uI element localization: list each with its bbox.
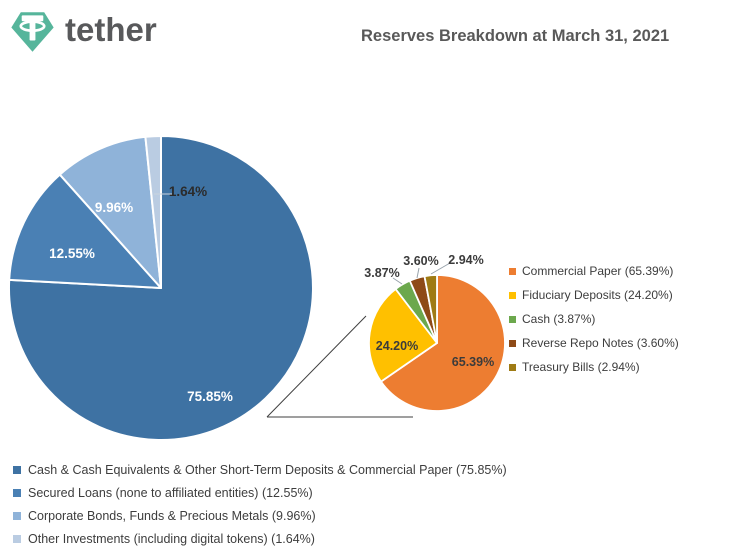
label-leader-line: [416, 267, 420, 279]
detail-pie-legend: Commercial Paper (65.39%) Fiduciary Depos…: [509, 259, 679, 379]
data-label-fiduciary-deposits: 24.20%: [376, 339, 418, 353]
legend-label: Cash (3.87%): [522, 312, 596, 326]
tether-t-bar: [21, 15, 44, 22]
data-label-treasury-bills: 2.94%: [448, 253, 483, 267]
pie-cash-equivalents-detail: 65.39% 24.20% 3.87% 3.60% 2.94%: [364, 253, 506, 412]
legend-label: Fiduciary Deposits (24.20%): [522, 288, 673, 302]
legend-swatch: [509, 291, 516, 299]
tether-brand: tether: [10, 9, 157, 55]
label-leader-line: [392, 277, 403, 285]
pie-reserves-main: 75.85% 12.55% 9.96% 1.64%: [7, 134, 314, 441]
pie-slice-other-investments-including-digital-tokens: [144, 134, 162, 289]
data-label-corporate-bonds-funds-precious-metals: 9.96%: [95, 200, 133, 215]
callout-line: [266, 315, 367, 418]
data-label-other-investments-including-digital-tokens: 1.64%: [169, 184, 207, 199]
legend-swatch: [509, 363, 516, 371]
legend-label: Reverse Repo Notes (3.60%): [522, 336, 679, 350]
legend-label: Corporate Bonds, Funds & Precious Metals…: [28, 508, 316, 523]
pie-slice-fiduciary-deposits: [368, 288, 438, 383]
pie-slice-cash-cash-equivalents-other-short-term-deposits-commercial-paper: [7, 135, 314, 441]
pie-slice-secured-loans-none-to-affiliated-entities: [8, 173, 162, 289]
chart-title: Reserves Breakdown at March 31, 2021: [361, 27, 670, 45]
legend-swatch: [509, 267, 516, 275]
data-label-secured-loans-none-to-affiliated-entities: 12.55%: [49, 246, 95, 261]
legend-label: Cash & Cash Equivalents & Other Short-Te…: [28, 462, 507, 477]
brand-name: tether: [65, 10, 157, 48]
legend-swatch: [13, 488, 21, 497]
data-label-commercial-paper: 65.39%: [452, 355, 494, 369]
pie-slice-commercial-paper: [380, 274, 506, 412]
legend-item-reverse-repo-notes: Reverse Repo Notes (3.60%): [509, 331, 679, 355]
legend-swatch: [13, 465, 21, 474]
tether-logo-icon: [11, 12, 54, 52]
legend-item-other-investments-including-digital-tokens: Other Investments (including digital tok…: [13, 527, 507, 550]
legend-item-cash: Cash (3.87%): [509, 307, 679, 331]
legend-item-fiduciary-deposits: Fiduciary Deposits (24.20%): [509, 283, 679, 307]
legend-item-secured-loans-none-to-affiliated-entities: Secured Loans (none to affiliated entiti…: [13, 481, 507, 504]
legend-item-corporate-bonds-funds-precious-metals: Corporate Bonds, Funds & Precious Metals…: [13, 504, 507, 527]
legend-swatch: [509, 315, 516, 323]
legend-item-commercial-paper: Commercial Paper (65.39%): [509, 259, 679, 283]
main-pie-legend: Cash & Cash Equivalents & Other Short-Te…: [13, 458, 507, 550]
legend-swatch: [509, 339, 516, 347]
legend-label: Other Investments (including digital tok…: [28, 531, 315, 546]
tether-t-stem: [29, 16, 36, 41]
legend-item-cash-cash-equivalents-other-short-term-deposits-commercial-paper: Cash & Cash Equivalents & Other Short-Te…: [13, 458, 507, 481]
pie-slice-treasury-bills: [423, 274, 438, 344]
legend-swatch: [13, 511, 21, 520]
legend-label: Secured Loans (none to affiliated entiti…: [28, 485, 313, 500]
legend-item-treasury-bills: Treasury Bills (2.94%): [509, 355, 679, 379]
data-label-reverse-repo-notes: 3.60%: [403, 254, 438, 268]
data-label-cash-cash-equivalents-other-short-term-deposits-commercial-paper: 75.85%: [187, 389, 233, 404]
data-label-cash: 3.87%: [364, 266, 399, 280]
legend-label: Treasury Bills (2.94%): [522, 360, 640, 374]
pie-slice-corporate-bonds-funds-precious-metals: [58, 135, 162, 289]
label-leader-line: [430, 262, 451, 275]
legend-swatch: [13, 534, 21, 543]
legend-label: Commercial Paper (65.39%): [522, 264, 674, 278]
